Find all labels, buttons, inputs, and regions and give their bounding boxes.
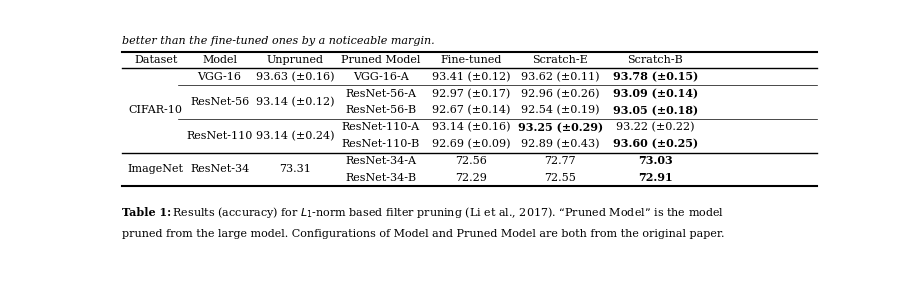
Text: ResNet-56-B: ResNet-56-B xyxy=(345,105,416,115)
Text: ResNet-34: ResNet-34 xyxy=(190,164,249,175)
Text: 73.03: 73.03 xyxy=(638,155,673,166)
Text: better than the fine-tuned ones by a noticeable margin.: better than the fine-tuned ones by a not… xyxy=(122,36,434,46)
Text: ResNet-110-A: ResNet-110-A xyxy=(342,122,420,132)
Text: 92.96 (±0.26): 92.96 (±0.26) xyxy=(521,89,600,99)
Text: Dataset: Dataset xyxy=(134,55,178,65)
Text: 72.91: 72.91 xyxy=(638,172,672,183)
Text: ResNet-34-B: ResNet-34-B xyxy=(345,173,416,183)
Text: VGG-16-A: VGG-16-A xyxy=(353,72,409,82)
Text: ResNet-110-B: ResNet-110-B xyxy=(342,139,420,149)
Text: Fine-tuned: Fine-tuned xyxy=(441,55,502,65)
Text: Scratch-B: Scratch-B xyxy=(627,55,683,65)
Text: Model: Model xyxy=(202,55,237,65)
Text: ResNet-56: ResNet-56 xyxy=(190,97,249,107)
Text: CIFAR-10: CIFAR-10 xyxy=(128,105,182,115)
Text: 93.14 (±0.24): 93.14 (±0.24) xyxy=(256,131,334,141)
Text: 93.63 (±0.16): 93.63 (±0.16) xyxy=(256,72,334,82)
Text: ResNet-110: ResNet-110 xyxy=(186,131,253,141)
Text: 93.25 (±0.29): 93.25 (±0.29) xyxy=(518,122,603,133)
Text: pruned from the large model. Configurations of Model and Pruned Model are both f: pruned from the large model. Configurati… xyxy=(122,229,725,239)
Text: 93.09 (±0.14): 93.09 (±0.14) xyxy=(613,88,698,99)
Text: Unpruned: Unpruned xyxy=(267,55,324,65)
Text: Table 1:: Table 1: xyxy=(122,207,170,218)
Text: Pruned Model: Pruned Model xyxy=(341,55,420,65)
Text: 73.31: 73.31 xyxy=(279,164,311,175)
Text: 92.89 (±0.43): 92.89 (±0.43) xyxy=(521,139,600,149)
Text: 93.41 (±0.12): 93.41 (±0.12) xyxy=(431,72,510,82)
Text: 92.97 (±0.17): 92.97 (±0.17) xyxy=(431,89,510,99)
Text: 92.54 (±0.19): 92.54 (±0.19) xyxy=(521,105,600,115)
Text: 93.05 (±0.18): 93.05 (±0.18) xyxy=(613,105,698,116)
Text: 93.60 (±0.25): 93.60 (±0.25) xyxy=(613,139,698,150)
Text: 72.55: 72.55 xyxy=(544,173,576,183)
Text: ResNet-34-A: ResNet-34-A xyxy=(345,156,416,166)
Text: 72.56: 72.56 xyxy=(455,156,486,166)
Text: VGG-16: VGG-16 xyxy=(198,72,242,82)
Text: 72.77: 72.77 xyxy=(544,156,576,166)
Text: 93.78 (±0.15): 93.78 (±0.15) xyxy=(613,71,698,82)
Text: 93.62 (±0.11): 93.62 (±0.11) xyxy=(521,72,600,82)
Text: Scratch-E: Scratch-E xyxy=(532,55,588,65)
Text: Results (accuracy) for $L_1$-norm based filter pruning (Li et al., 2017). “Prune: Results (accuracy) for $L_1$-norm based … xyxy=(169,205,725,220)
Text: 93.14 (±0.12): 93.14 (±0.12) xyxy=(256,97,334,107)
Text: 92.69 (±0.09): 92.69 (±0.09) xyxy=(431,139,510,149)
Text: 92.67 (±0.14): 92.67 (±0.14) xyxy=(431,105,510,115)
Text: 72.29: 72.29 xyxy=(455,173,486,183)
Text: ImageNet: ImageNet xyxy=(127,164,184,175)
Text: 93.14 (±0.16): 93.14 (±0.16) xyxy=(431,122,510,132)
Text: ResNet-56-A: ResNet-56-A xyxy=(345,89,416,99)
Text: 93.22 (±0.22): 93.22 (±0.22) xyxy=(616,122,694,132)
